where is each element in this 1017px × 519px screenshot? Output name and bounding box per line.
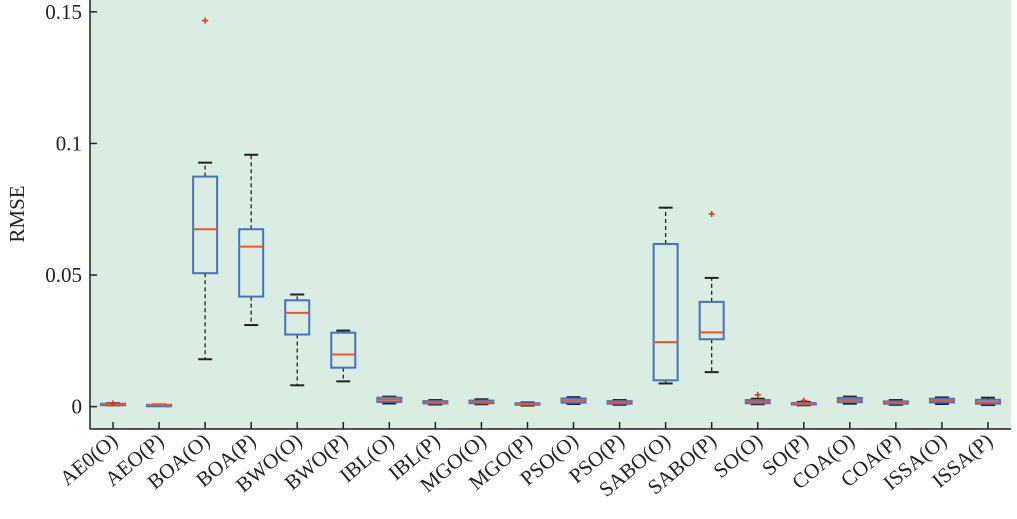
box-group-13 xyxy=(698,210,725,374)
y-tick-label: 0.05 xyxy=(45,263,82,287)
box xyxy=(238,228,265,298)
box xyxy=(652,242,679,382)
box-group-15 xyxy=(790,397,817,407)
outlier-marker xyxy=(202,17,209,24)
box xyxy=(698,300,725,341)
box-group-11 xyxy=(606,399,633,406)
outlier-marker xyxy=(708,210,715,217)
y-axis-title: RMSE xyxy=(5,185,29,242)
boxes-layer xyxy=(100,17,1001,408)
box-group-17 xyxy=(882,399,909,406)
outlier-marker xyxy=(110,400,117,407)
outlier-marker xyxy=(800,397,807,404)
box xyxy=(330,331,357,369)
box xyxy=(284,299,311,336)
box-group-12 xyxy=(652,206,679,385)
box-group-6 xyxy=(376,395,403,405)
box-group-0 xyxy=(100,400,127,407)
box xyxy=(192,175,219,275)
y-axis: 0 0.05 0.1 0.15 xyxy=(45,0,97,429)
y-tick-label: 0.15 xyxy=(45,0,82,24)
box-group-18 xyxy=(928,396,955,405)
outlier-marker xyxy=(754,391,761,398)
y-tick-label: 0.1 xyxy=(56,131,82,155)
box-group-19 xyxy=(974,396,1001,407)
box-group-8 xyxy=(468,398,495,406)
x-tick-label: SO(O) xyxy=(709,428,767,482)
x-axis: AE0(O)AEO(P)BOA(O)BOA(P)BWO(O)BWO(P)IBL(… xyxy=(55,422,1011,502)
box-group-7 xyxy=(422,399,449,406)
box-group-4 xyxy=(284,293,311,387)
box-group-16 xyxy=(836,395,863,405)
plot-area xyxy=(90,0,1011,429)
box-group-14 xyxy=(744,391,771,406)
box-group-2 xyxy=(192,17,219,361)
box-group-10 xyxy=(560,396,587,405)
box-group-3 xyxy=(238,153,265,327)
y-tick-label: 0 xyxy=(72,395,83,419)
box-group-9 xyxy=(514,401,541,407)
box-group-5 xyxy=(330,329,357,383)
box-group-1 xyxy=(146,403,173,408)
